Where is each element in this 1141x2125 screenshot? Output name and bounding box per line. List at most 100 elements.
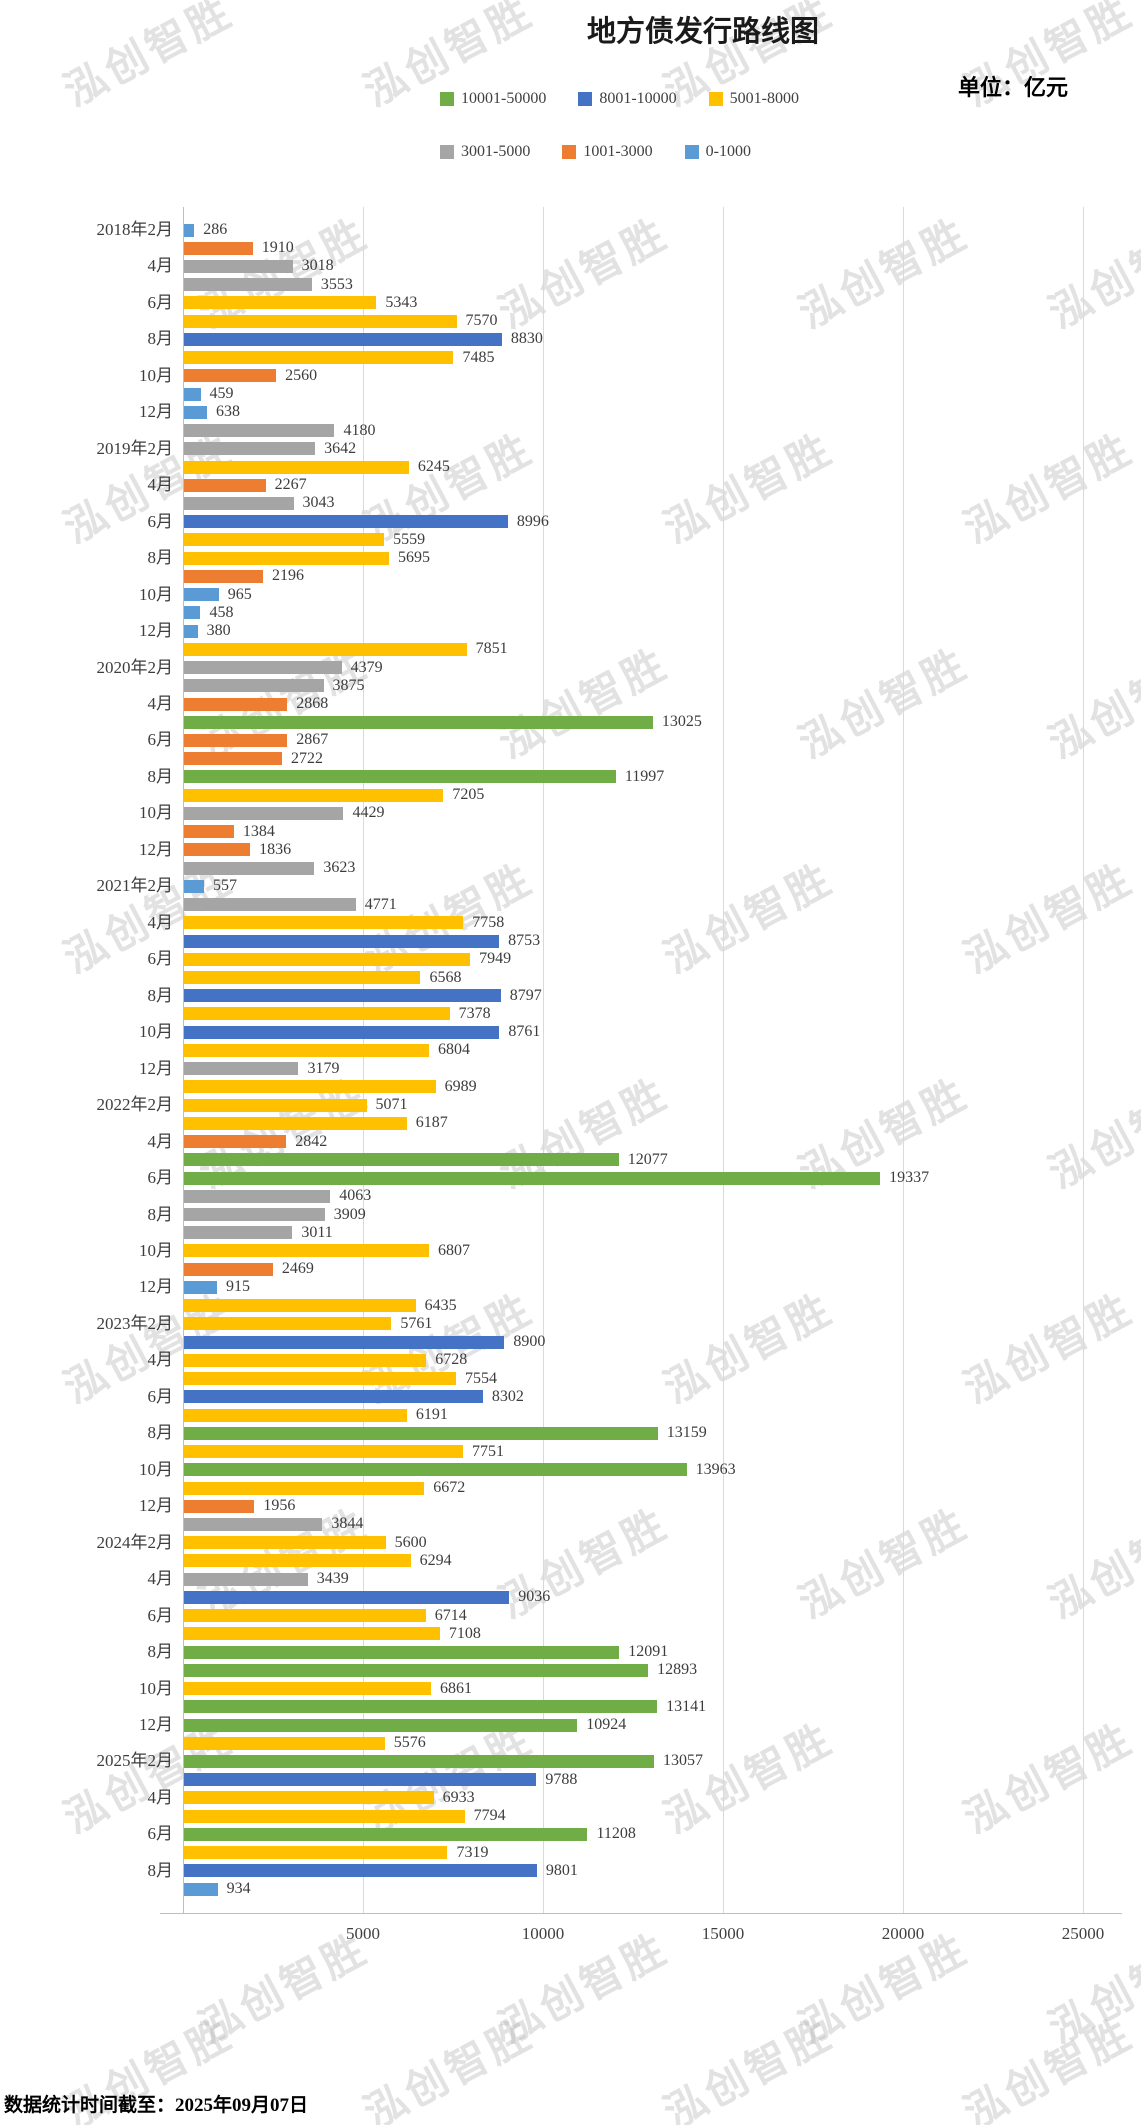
gridline (1083, 207, 1084, 1913)
bar-value-label: 459 (209, 385, 234, 403)
bar-value-label: 13159 (666, 1424, 707, 1442)
x-axis-line (160, 1913, 1122, 1914)
bar-value-label: 10924 (586, 1716, 627, 1734)
bar (184, 1499, 255, 1513)
bar-value-label: 11997 (624, 767, 665, 785)
y-category-label: 12月 (139, 1496, 173, 1516)
bar (184, 642, 467, 656)
watermark-text: 泓创智胜 (957, 1715, 1141, 1843)
bar-value-label: 2868 (296, 695, 329, 713)
bar-value-label: 6672 (433, 1479, 466, 1496)
legend-swatch-icon (562, 145, 577, 159)
bar (184, 551, 390, 565)
bar (184, 1390, 483, 1404)
chart-title: 地方债发行路线图 (586, 16, 820, 48)
gridline (543, 207, 544, 1913)
bar-value-label: 7205 (452, 786, 485, 804)
y-category-label: 4月 (147, 1131, 174, 1151)
legend-swatch-icon (708, 92, 723, 106)
bar-value-label: 1384 (242, 822, 275, 840)
bar-value-label: 7319 (456, 1843, 489, 1861)
bar (184, 1043, 429, 1057)
watermark-text: 泓创智胜 (492, 1500, 677, 1628)
legend-label: 8001-10000 (599, 90, 677, 107)
y-category-label: 10月 (139, 1240, 173, 1260)
legend-label: 5001-8000 (729, 90, 799, 107)
bar (184, 424, 335, 438)
bar (184, 223, 195, 237)
legend-label: 1001-3000 (583, 143, 653, 160)
bar-value-label: 965 (227, 585, 252, 603)
bar (184, 1609, 426, 1623)
bar-value-label: 3642 (324, 439, 357, 457)
bar (184, 1627, 440, 1641)
y-category-label: 2022年2月 (96, 1095, 174, 1115)
bar-value-label: 8302 (491, 1387, 524, 1405)
bar (184, 916, 464, 930)
bar-value-label: 6807 (438, 1241, 471, 1259)
bar-value-label: 7108 (448, 1624, 481, 1642)
bar (184, 533, 385, 547)
bar-value-label: 3875 (332, 676, 365, 694)
y-axis-line (183, 207, 184, 1913)
y-category-label: 2024年2月 (96, 1532, 174, 1552)
bar-value-label: 7485 (462, 348, 495, 366)
y-category-label: 4月 (147, 1569, 174, 1589)
bar (184, 715, 653, 729)
bar (184, 496, 294, 510)
bar (184, 1280, 217, 1294)
bar (184, 752, 282, 766)
bar (184, 1226, 293, 1240)
bar (184, 1353, 427, 1367)
y-category-label: 4月 (147, 256, 174, 276)
bar (184, 296, 377, 310)
bar (184, 478, 266, 492)
bar-value-label: 8761 (508, 1023, 541, 1041)
y-category-label: 2018年2月 (96, 220, 174, 239)
y-category-label: 4月 (147, 1350, 174, 1370)
bar-value-label: 4379 (350, 658, 383, 676)
legend-item: 8001-10000 (578, 90, 677, 108)
y-category-label: 2025年2月 (96, 1751, 174, 1771)
bar-value-label: 13963 (695, 1460, 736, 1478)
y-category-label: 8月 (147, 766, 174, 786)
bar-value-label: 2267 (274, 476, 307, 494)
bar (184, 1645, 620, 1659)
watermark-text: 泓创智胜 (792, 640, 977, 768)
bar (184, 1536, 386, 1550)
bar-value-label: 2722 (290, 749, 323, 767)
x-tick-label: 20000 (881, 1924, 925, 1943)
watermark-text: 泓创智胜 (657, 855, 842, 983)
bar-value-label: 3179 (307, 1059, 340, 1077)
bar (184, 1590, 510, 1604)
y-category-label: 8月 (147, 985, 174, 1005)
bar (184, 351, 454, 365)
bar (184, 515, 508, 529)
y-category-label: 12月 (139, 402, 173, 422)
watermark-text: 泓创智胜 (657, 1715, 842, 1843)
bar-value-label: 3844 (331, 1515, 364, 1533)
legend-swatch-icon (578, 92, 593, 106)
bar (184, 661, 342, 675)
bar-value-label: 7751 (472, 1442, 505, 1460)
bar-value-label: 4429 (352, 804, 385, 822)
watermark-text: 泓创智胜 (657, 2010, 842, 2125)
y-category-label: 8月 (147, 329, 174, 349)
legend-item: 3001-5000 (440, 143, 530, 161)
bar (184, 1153, 619, 1167)
bar (184, 1517, 323, 1531)
y-category-label: 4月 (147, 1787, 174, 1807)
watermark-text: 泓创智胜 (492, 640, 677, 768)
watermark-text: 泓创智胜 (357, 2010, 542, 2125)
bar-value-label: 3018 (301, 257, 334, 275)
legend-item: 0-1000 (684, 143, 751, 161)
bar (184, 1481, 425, 1495)
bar-value-label: 6435 (424, 1296, 457, 1314)
bar-value-label: 12091 (628, 1643, 669, 1661)
y-category-label: 2020年2月 (96, 657, 174, 677)
bar (184, 733, 288, 747)
y-category-label: 12月 (139, 1058, 173, 1078)
bar (184, 788, 444, 802)
bar-value-label: 3043 (302, 494, 335, 512)
